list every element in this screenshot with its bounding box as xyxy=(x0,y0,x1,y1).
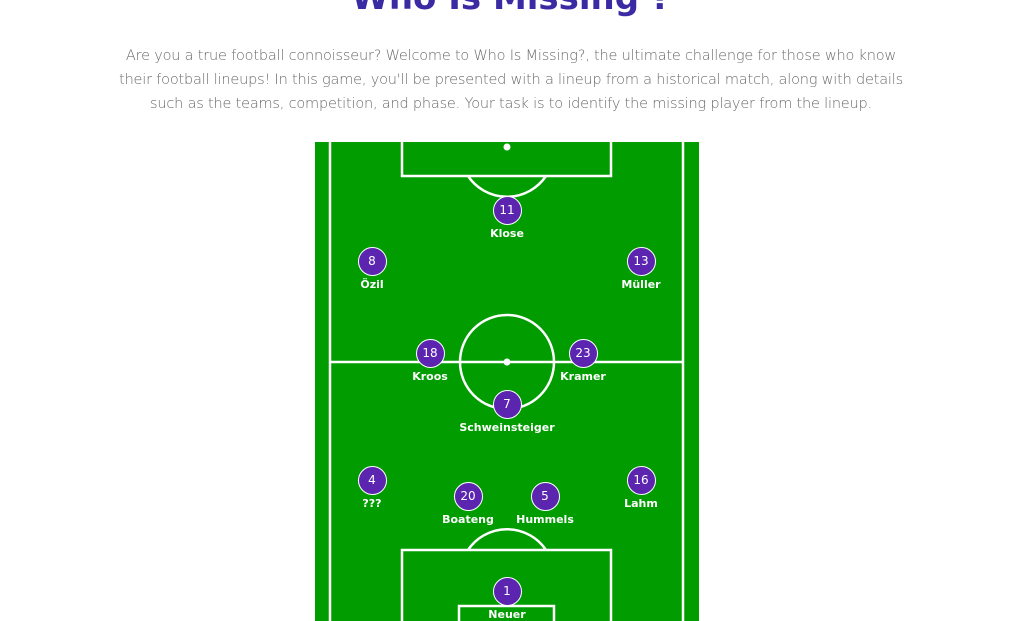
player-name: Kramer xyxy=(560,370,606,383)
player-klose[interactable]: 11 Klose xyxy=(452,196,562,241)
player-neuer[interactable]: 1 Neuer xyxy=(452,577,562,621)
player-name: Boateng xyxy=(442,513,494,526)
player-number-badge: 13 xyxy=(626,247,656,276)
player-name: Neuer xyxy=(488,608,526,621)
player-lahm[interactable]: 16 Lahm xyxy=(586,466,696,511)
player-schweinsteiger[interactable]: 7 Schweinsteiger xyxy=(452,390,562,435)
bottom-penalty-area xyxy=(400,548,613,621)
player-name: Müller xyxy=(621,278,661,291)
player-name: ??? xyxy=(362,497,382,510)
top-penalty-spot xyxy=(503,143,511,151)
player-number-badge: 1 xyxy=(492,577,522,606)
bottom-goal-area xyxy=(457,604,556,621)
player-number-badge: 20 xyxy=(453,482,483,511)
player-kramer[interactable]: 23 Kramer xyxy=(528,339,638,384)
player-number-badge: 4 xyxy=(357,466,387,495)
player-name: Kroos xyxy=(412,370,448,383)
player-kroos[interactable]: 18 Kroos xyxy=(375,339,485,384)
player-ozil[interactable]: 8 Özil xyxy=(317,247,427,292)
player-name: Klose xyxy=(490,227,524,240)
football-pitch: 11 Klose 8 Özil 13 Müller 18 Kroos 23 Kr… xyxy=(315,142,699,621)
player-hummels[interactable]: 5 Hummels xyxy=(490,482,600,527)
intro-text: Are you a true football connoisseur? Wel… xyxy=(119,48,903,112)
player-name: Schweinsteiger xyxy=(459,421,555,434)
top-penalty-arc xyxy=(466,175,548,198)
player-number-badge: 23 xyxy=(568,339,598,368)
player-number-badge: 5 xyxy=(530,482,560,511)
player-muller[interactable]: 13 Müller xyxy=(586,247,696,292)
player-number-badge: 11 xyxy=(492,196,522,225)
player-boateng[interactable]: 20 Boateng xyxy=(413,482,523,527)
player-number-badge: 16 xyxy=(626,466,656,495)
page-title: Who Is Missing ? xyxy=(0,0,1022,18)
bottom-penalty-arc xyxy=(466,528,548,551)
player-number-badge: 7 xyxy=(492,390,522,419)
player-name: Lahm xyxy=(624,497,658,510)
top-penalty-area xyxy=(400,142,613,178)
player-name: Hummels xyxy=(516,513,574,526)
player-missing[interactable]: 4 ??? xyxy=(317,466,427,511)
player-number-badge: 8 xyxy=(357,247,387,276)
player-name: Özil xyxy=(360,278,384,291)
center-spot xyxy=(503,358,511,366)
player-number-badge: 18 xyxy=(415,339,445,368)
pitch-markings xyxy=(328,142,685,621)
